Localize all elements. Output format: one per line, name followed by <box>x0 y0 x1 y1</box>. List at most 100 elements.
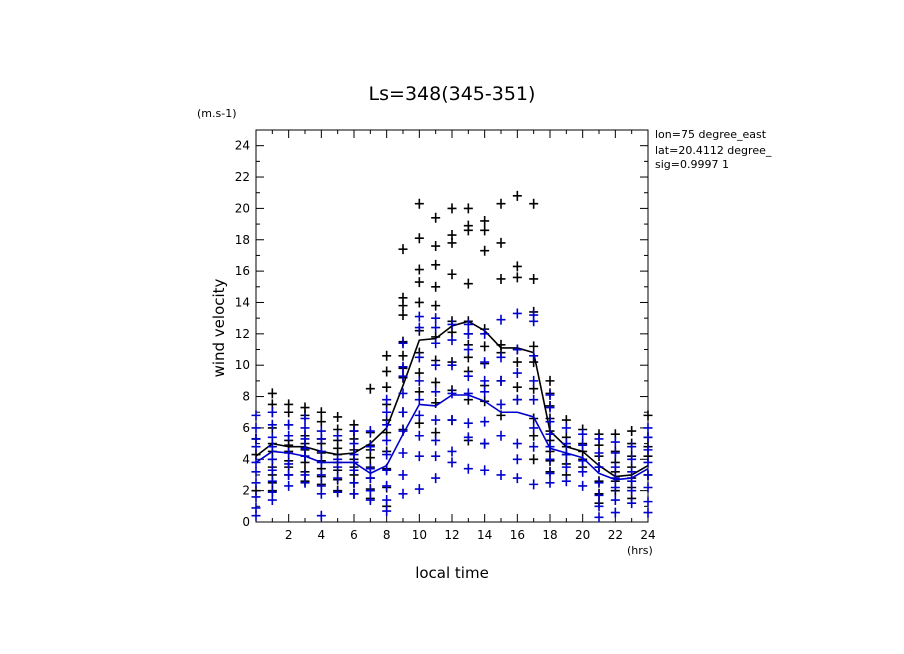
data-point <box>496 198 506 209</box>
data-point <box>496 273 506 284</box>
data-point <box>431 386 441 397</box>
data-point <box>431 259 441 270</box>
data-point <box>398 388 408 399</box>
data-point <box>463 328 473 339</box>
data-point <box>594 433 604 444</box>
data-point <box>447 203 457 214</box>
data-point <box>496 469 506 480</box>
data-point <box>251 491 261 502</box>
data-point <box>561 422 571 433</box>
data-point <box>463 432 473 443</box>
data-point <box>480 386 490 397</box>
data-point <box>431 473 441 484</box>
data-point <box>365 426 375 437</box>
data-point <box>447 335 457 346</box>
data-point <box>414 410 424 421</box>
data-point <box>512 357 522 368</box>
data-point <box>251 410 261 421</box>
data-point <box>529 341 539 352</box>
data-point <box>300 422 310 433</box>
x-unit-label: (hrs) <box>627 544 653 557</box>
data-point <box>431 377 441 388</box>
data-point <box>365 463 375 474</box>
data-point <box>545 389 555 400</box>
y-tick-label: 24 <box>235 139 250 153</box>
data-point <box>382 449 392 460</box>
y-tick-label: 18 <box>235 233 250 247</box>
data-point <box>578 480 588 491</box>
data-point <box>398 310 408 321</box>
data-point <box>251 422 261 433</box>
data-point <box>333 473 343 484</box>
data-point <box>431 360 441 371</box>
data-point <box>267 407 277 418</box>
data-point <box>414 264 424 275</box>
x-tick-label: 2 <box>285 528 293 542</box>
data-point <box>627 466 637 477</box>
data-point <box>529 479 539 490</box>
data-point <box>267 441 277 452</box>
data-point <box>463 319 473 330</box>
data-point <box>251 441 261 452</box>
y-tick-label: 6 <box>242 421 250 435</box>
data-point <box>431 415 441 426</box>
data-point <box>496 399 506 410</box>
y-tick-label: 10 <box>235 358 250 372</box>
data-point <box>300 433 310 444</box>
data-point <box>431 338 441 349</box>
data-point <box>529 375 539 386</box>
data-point <box>414 297 424 308</box>
data-point <box>529 273 539 284</box>
data-point <box>545 429 555 440</box>
data-point <box>463 203 473 214</box>
data-point <box>316 469 326 480</box>
data-point <box>480 438 490 449</box>
data-point <box>284 469 294 480</box>
data-point <box>512 261 522 272</box>
data-point <box>365 441 375 452</box>
x-tick-label: 10 <box>412 528 427 542</box>
data-point <box>545 416 555 427</box>
y-tick-label: 8 <box>242 390 250 404</box>
data-point <box>398 338 408 349</box>
data-point <box>512 272 522 283</box>
data-point <box>300 477 310 488</box>
data-point <box>512 394 522 405</box>
data-point <box>382 382 392 393</box>
chart-title: Ls=348(345-351) <box>369 83 536 105</box>
data-point <box>447 457 457 468</box>
data-point <box>512 382 522 393</box>
data-point <box>398 407 408 418</box>
data-point <box>267 432 277 443</box>
data-point <box>512 344 522 355</box>
data-point <box>578 466 588 477</box>
data-point <box>447 237 457 248</box>
data-point <box>398 488 408 499</box>
y-axis-label: wind velocity <box>210 278 228 377</box>
data-point <box>496 314 506 325</box>
data-point <box>267 495 277 506</box>
data-point <box>349 488 359 499</box>
data-point <box>414 277 424 288</box>
plot-area: 2 4 6 8 10 12 14 16 18 20 22 2402468101214161820222… <box>235 129 656 542</box>
data-point <box>529 422 539 433</box>
data-point <box>333 411 343 422</box>
data-point <box>447 319 457 330</box>
data-point <box>496 430 506 441</box>
data-point <box>382 435 392 446</box>
data-point <box>316 433 326 444</box>
y-unit-label: (m.s-1) <box>197 107 237 120</box>
x-tick-label: 4 <box>318 528 326 542</box>
x-tick-label: 14 <box>477 528 492 542</box>
data-point <box>643 469 653 480</box>
data-point <box>284 480 294 491</box>
data-point <box>610 437 620 448</box>
data-point <box>382 506 392 517</box>
data-point <box>267 388 277 399</box>
data-point <box>463 418 473 429</box>
data-point <box>398 350 408 361</box>
data-point <box>284 430 294 441</box>
data-point <box>414 322 424 333</box>
data-point <box>529 394 539 405</box>
